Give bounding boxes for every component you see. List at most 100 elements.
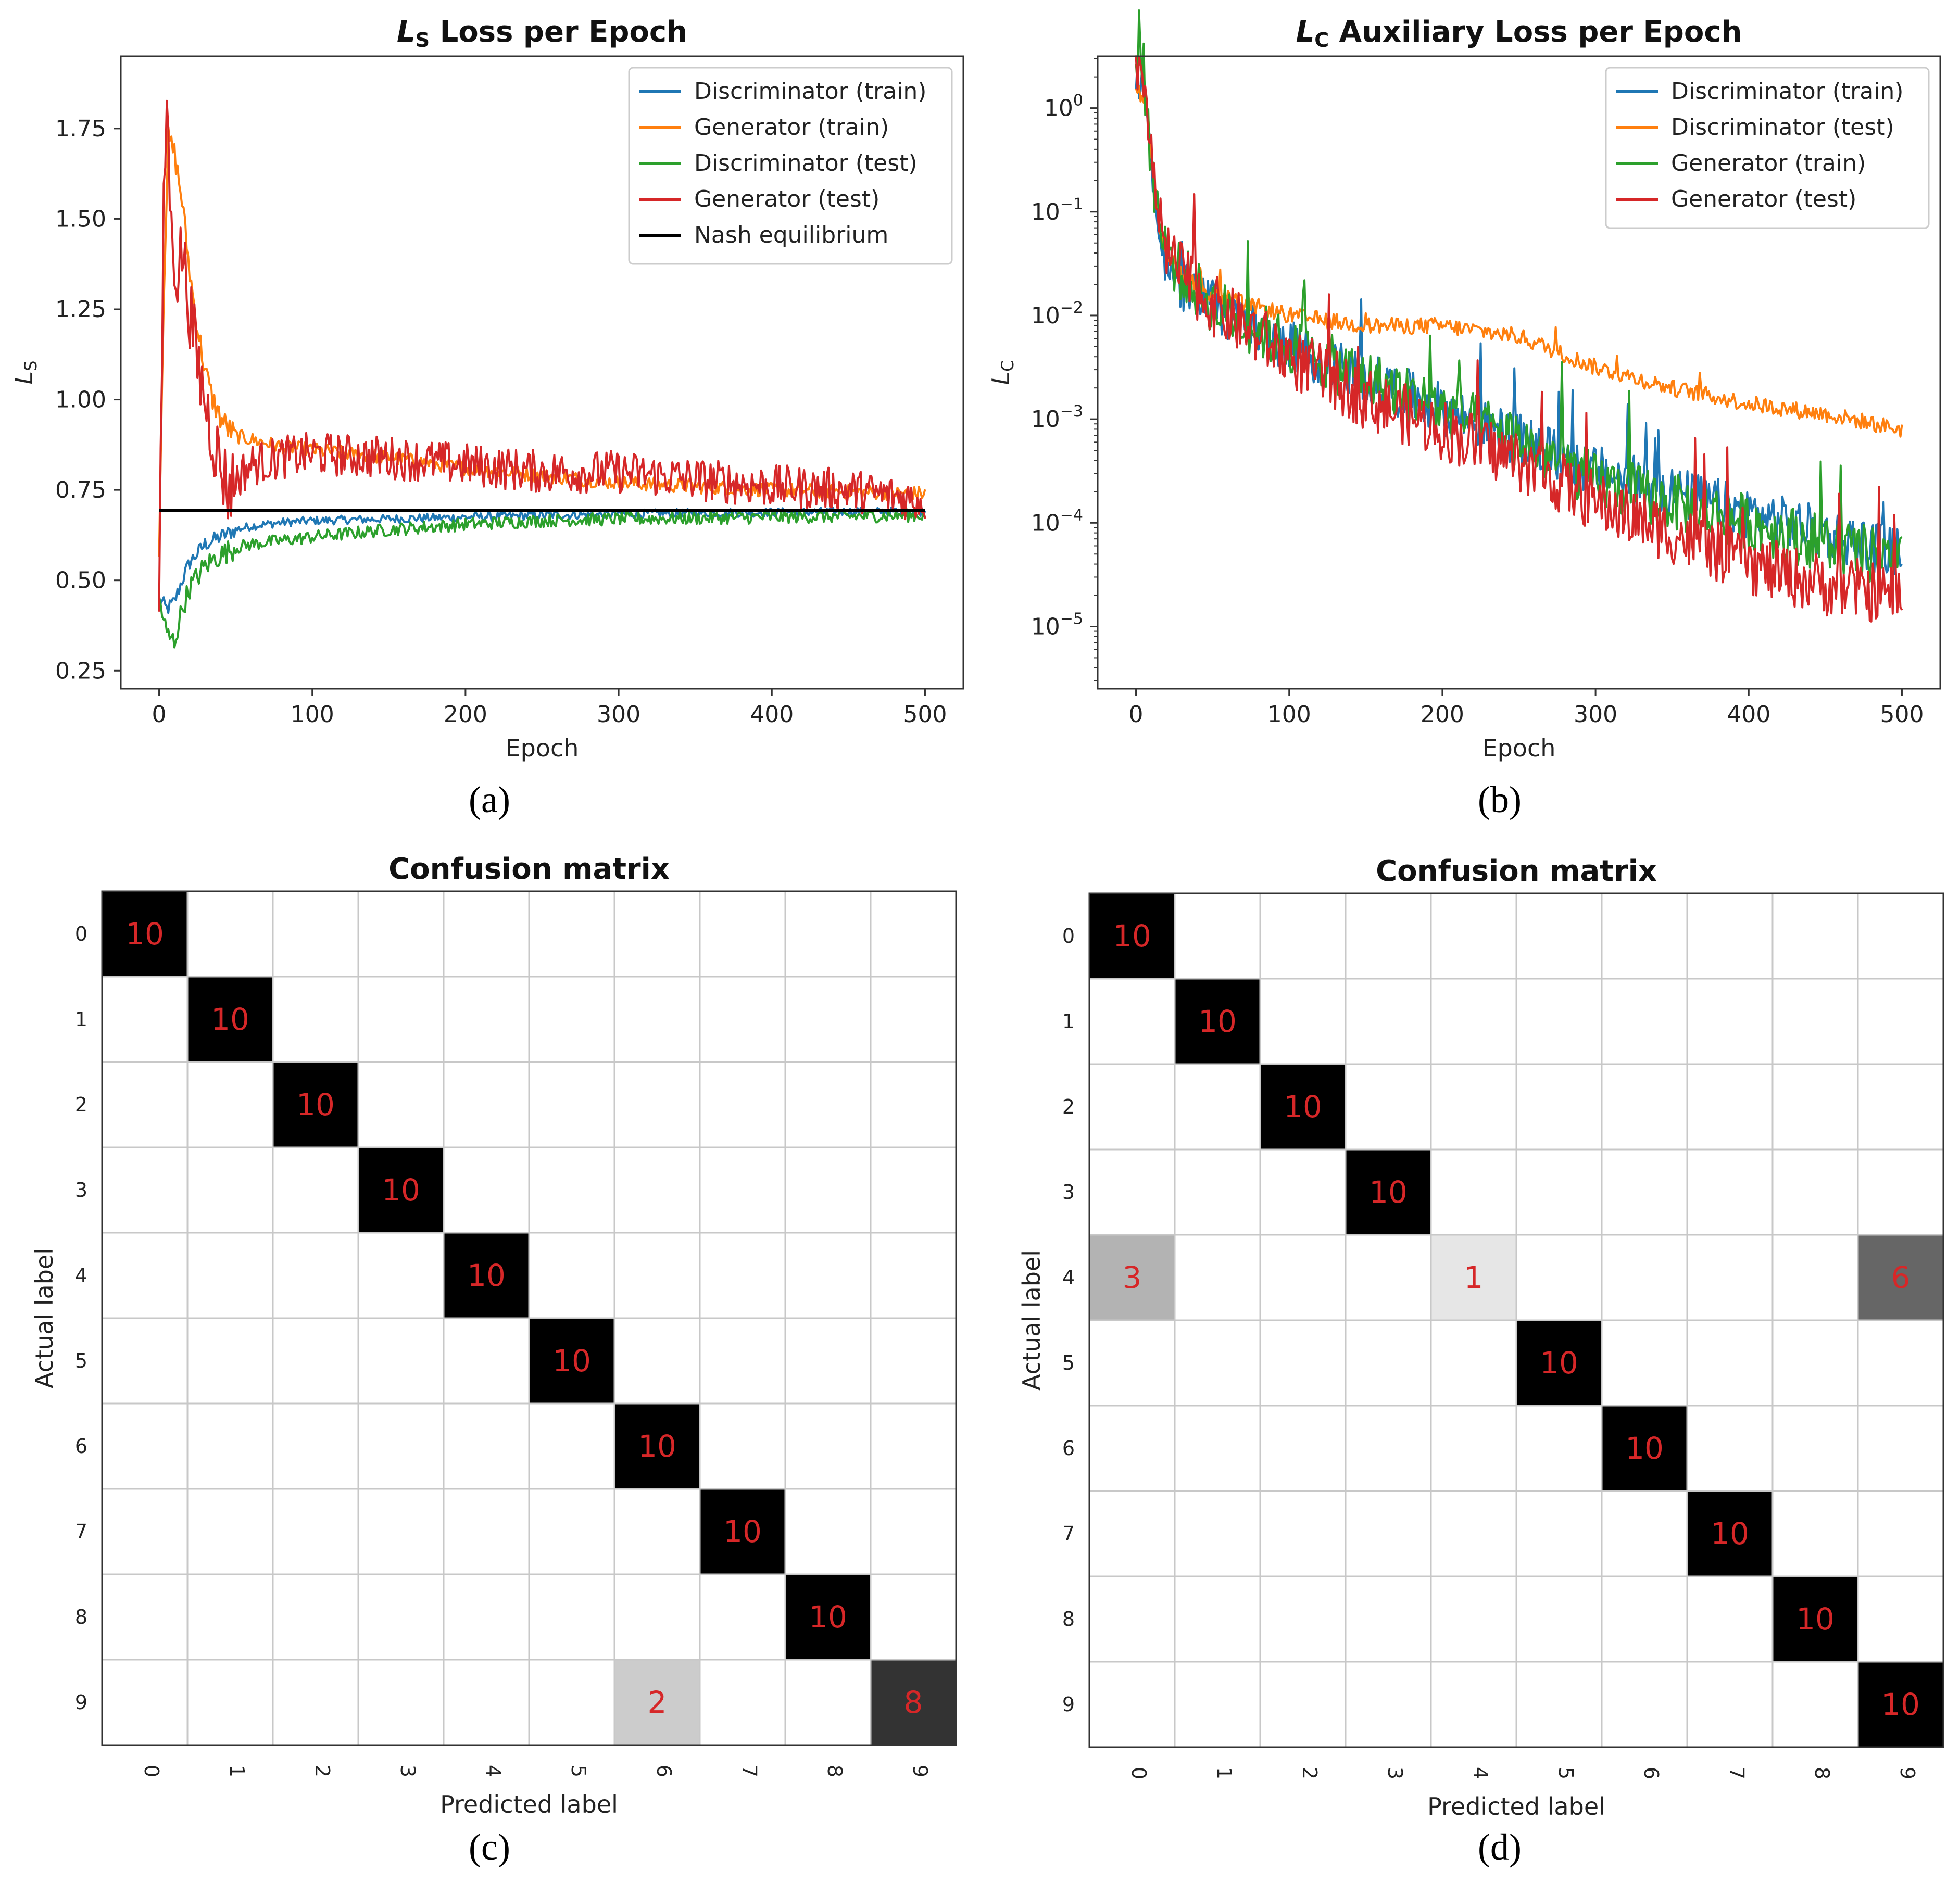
row-tick-label: 2 <box>75 1093 87 1116</box>
matrix-cell <box>101 1402 189 1490</box>
matrix-cell <box>870 1232 957 1319</box>
matrix-cell <box>784 1488 872 1575</box>
matrix-cell <box>1259 978 1347 1065</box>
matrix-cell <box>1430 1148 1517 1236</box>
panel-label: (a) <box>469 779 510 820</box>
matrix-cell <box>1857 978 1944 1065</box>
line-chart-a: LS Loss per Epoch 0 100 200 300 400 500 Epoch 0.… <box>10 15 964 762</box>
matrix-cell <box>699 1573 786 1661</box>
chart-title: Confusion matrix <box>1376 854 1657 888</box>
matrix-cell <box>1686 1234 1774 1321</box>
chart-title: LS Loss per Epoch <box>397 15 687 52</box>
cell-value: 8 <box>904 1685 923 1720</box>
x-tick-label: 400 <box>750 701 794 728</box>
matrix-cell <box>186 1402 274 1490</box>
panel-label: (c) <box>469 1826 510 1868</box>
matrix-cell <box>186 1659 274 1746</box>
col-tick-label: 5 <box>567 1765 590 1777</box>
matrix-cell <box>1345 1575 1432 1663</box>
col-tick-label: 5 <box>1554 1767 1577 1779</box>
matrix-cell <box>272 1232 359 1319</box>
matrix-cell <box>1515 978 1603 1065</box>
matrix-cell <box>1174 1234 1261 1321</box>
cell-value: 10 <box>296 1087 335 1122</box>
row-tick-label: 6 <box>75 1435 87 1458</box>
cell-value: 10 <box>552 1343 591 1379</box>
matrix-cell <box>443 1317 530 1405</box>
x-tick-label: 300 <box>1574 701 1617 728</box>
matrix-cell <box>101 1659 189 1746</box>
matrix-cell <box>528 1659 615 1746</box>
matrix-cell <box>1088 1490 1176 1577</box>
matrix-cell <box>1686 1148 1774 1236</box>
matrix-cell <box>1601 1661 1688 1748</box>
y-axis-label: LC <box>987 360 1017 385</box>
matrix-cell <box>870 1146 957 1234</box>
matrix-cell <box>272 1146 359 1234</box>
matrix-cell <box>613 1232 701 1319</box>
matrix-cell <box>528 890 615 978</box>
line-chart-b: LC Auxiliary Loss per Epoch 0 100 200 300 400… <box>987 9 1941 762</box>
matrix-cell <box>1430 1575 1517 1663</box>
matrix-cell <box>784 1232 872 1319</box>
x-tick-label: 300 <box>597 701 640 728</box>
cell-value: 10 <box>382 1172 420 1208</box>
col-tick-label: 6 <box>1640 1767 1663 1779</box>
y-tick-label: 10−2 <box>1031 299 1083 329</box>
matrix-cell <box>1601 1490 1688 1577</box>
series-line <box>158 508 926 649</box>
matrix-cell <box>1259 1319 1347 1407</box>
x-tick-label: 0 <box>152 701 167 728</box>
matrix-frame <box>1088 892 1944 1748</box>
legend-box <box>628 67 953 265</box>
matrix-cell <box>443 1488 530 1575</box>
legend-entry: Discriminator (train) <box>1671 78 1903 105</box>
col-tick-label: 0 <box>1127 1767 1150 1779</box>
matrix-cell <box>1771 1661 1859 1748</box>
matrix-cell <box>1430 978 1517 1065</box>
matrix-cell <box>1088 1405 1176 1492</box>
matrix-cell <box>101 1232 189 1319</box>
matrix-cell <box>1259 1490 1347 1577</box>
matrix-cell <box>1430 1319 1517 1407</box>
y-tick-label: 0.25 <box>55 658 106 684</box>
matrix-cell <box>1686 1575 1774 1663</box>
matrix-cell <box>1345 892 1432 980</box>
chart-title: LC Auxiliary Loss per Epoch <box>1296 15 1742 52</box>
matrix-frame <box>101 890 957 1746</box>
cell-value: 2 <box>648 1685 667 1720</box>
cell-value: 10 <box>211 1002 249 1037</box>
y-axis-label: Actual label <box>30 1248 58 1388</box>
matrix-cell <box>1088 1148 1176 1236</box>
matrix-cell <box>699 1317 786 1405</box>
matrix-cell <box>101 976 189 1063</box>
col-tick-label: 9 <box>909 1765 932 1777</box>
row-tick-label: 7 <box>1062 1522 1075 1545</box>
matrix-cell <box>1174 978 1261 1065</box>
matrix-cell <box>101 1488 189 1575</box>
col-tick-label: 2 <box>1298 1767 1321 1779</box>
matrix-cell <box>784 1146 872 1234</box>
col-tick-label: 3 <box>396 1765 419 1777</box>
row-tick-label: 3 <box>75 1179 87 1202</box>
matrix-cell <box>1515 1405 1603 1492</box>
matrix-cell <box>1174 1405 1261 1492</box>
cell-value: 10 <box>1369 1174 1408 1210</box>
cell-value: 10 <box>1113 918 1151 954</box>
matrix-cell <box>784 1061 872 1148</box>
matrix-cell <box>357 1317 445 1405</box>
series-line <box>1135 9 1903 583</box>
y-tick-label: 0.50 <box>55 567 106 594</box>
matrix-cell <box>1430 1234 1517 1321</box>
matrix-cell <box>613 976 701 1063</box>
matrix-cell <box>1515 1490 1603 1577</box>
matrix-cell <box>784 976 872 1063</box>
matrix-cell <box>1686 1063 1774 1151</box>
matrix-cell <box>1174 1063 1261 1151</box>
cell-value: 10 <box>1540 1345 1578 1381</box>
matrix-cell <box>272 1573 359 1661</box>
matrix-cell <box>1515 1661 1603 1748</box>
x-axis-label: Predicted label <box>440 1790 618 1818</box>
matrix-cell <box>1345 1319 1432 1407</box>
